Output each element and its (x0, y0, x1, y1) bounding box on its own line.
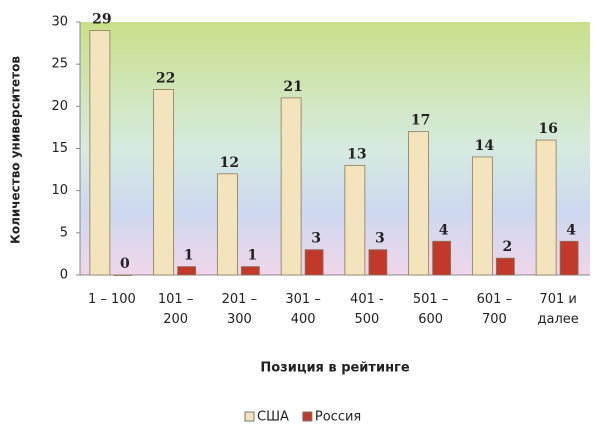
bar (535, 139, 557, 276)
bar (280, 97, 302, 276)
bar (240, 266, 260, 276)
x-tick-label: 101 – 200 (157, 292, 194, 327)
value-label: 16 (538, 121, 557, 137)
y-tick-label: 5 (60, 225, 68, 240)
bar (304, 249, 324, 276)
y-tick-label: 15 (51, 141, 68, 156)
y-tick-label: 25 (51, 57, 68, 72)
x-tick-label: 1 – 100 (87, 292, 136, 307)
legend-swatch (244, 411, 255, 422)
value-label: 3 (375, 231, 385, 247)
bar (368, 249, 388, 276)
value-label: 14 (475, 138, 495, 154)
value-label: 29 (92, 11, 111, 27)
x-tick-label: 701 и далее (537, 292, 579, 327)
value-label: 17 (411, 113, 430, 129)
bar (344, 164, 366, 276)
value-label: 1 (184, 248, 194, 264)
bar (177, 266, 197, 276)
bar (559, 240, 579, 276)
x-tick-label: 201 – 300 (221, 292, 258, 327)
y-tick-label: 30 (51, 15, 68, 30)
x-axis-title: Позиция в рейтинге (260, 361, 409, 376)
x-tick-label: 301 – 400 (285, 292, 321, 327)
value-label: 22 (156, 70, 175, 86)
value-label: 4 (566, 222, 576, 238)
bar (432, 240, 452, 276)
x-tick-label: 401 - 500 (350, 292, 384, 327)
value-label: 21 (283, 79, 302, 95)
bar (113, 274, 133, 276)
y-tick-label: 10 (51, 183, 68, 198)
y-tick-label: 20 (51, 99, 68, 114)
value-label: 13 (347, 146, 366, 162)
bar (153, 89, 175, 276)
legend-label: США (257, 410, 289, 425)
legend-label: Россия (315, 410, 361, 425)
value-label: 2 (503, 239, 513, 255)
legend-swatch (302, 411, 313, 422)
x-tick-label: 601 – 700 (476, 292, 513, 327)
value-label: 0 (120, 256, 130, 272)
bar (471, 156, 493, 276)
value-label: 4 (439, 222, 449, 238)
value-label: 3 (311, 231, 321, 247)
bar (89, 30, 111, 276)
y-tick-label: 0 (60, 268, 68, 283)
y-axis-title: Количество университетов (9, 56, 23, 244)
x-tick-label: 501 – 600 (412, 292, 449, 327)
bar (408, 131, 430, 276)
value-label: 12 (220, 155, 239, 171)
bar (216, 173, 238, 276)
bar (495, 257, 515, 276)
value-label: 1 (248, 248, 258, 264)
